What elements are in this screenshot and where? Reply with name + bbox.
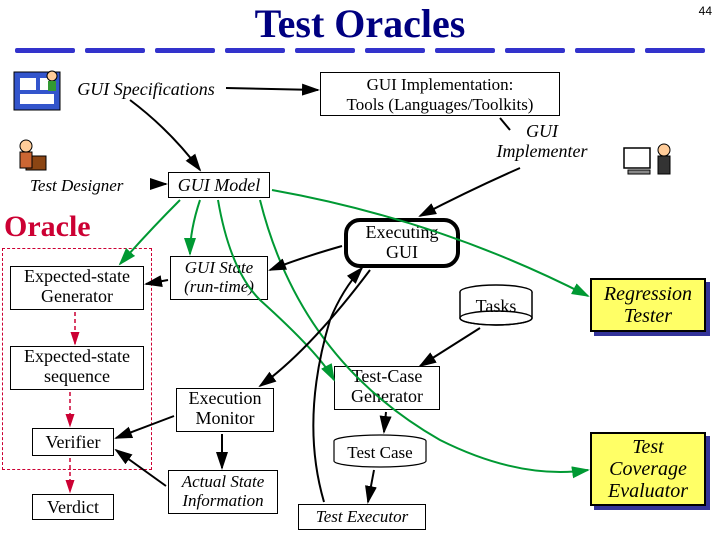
gui-implementation-box: GUI Implementation: Tools (Languages/Too… <box>320 72 560 116</box>
expected-state-sequence-box: Expected-state sequence <box>10 346 144 390</box>
computer-user-icon <box>620 140 676 188</box>
tasks-cylinder: Tasks <box>456 284 536 333</box>
test-designer-label: Test Designer <box>30 176 123 196</box>
title-underline <box>0 48 720 58</box>
test-case-label: Test Case <box>330 443 430 463</box>
page-title: Test Oracles <box>0 0 720 47</box>
verifier-box: Verifier <box>32 428 114 456</box>
executing-gui-box: Executing GUI <box>344 218 460 268</box>
blueprint-icon <box>12 70 62 112</box>
test-case-generator-box: Test-Case Generator <box>334 366 440 410</box>
verdict-box: Verdict <box>32 494 114 520</box>
gui-model-box: GUI Model <box>168 172 270 198</box>
execution-monitor-box: Execution Monitor <box>176 388 274 432</box>
person-desk-icon <box>12 138 48 178</box>
gui-impl-line2: Tools (Languages/Toolkits) <box>347 95 534 114</box>
expected-state-generator-box: Expected-state Generator <box>10 266 144 310</box>
test-executor-box: Test Executor <box>298 504 426 530</box>
gui-implementer-label: GUI Implementer <box>482 122 602 162</box>
gui-state-runtime-box: GUI State (run-time) <box>170 256 268 300</box>
oracle-label: Oracle <box>4 210 91 244</box>
regression-tester-box: Regression Tester <box>590 278 706 332</box>
tasks-label: Tasks <box>456 296 536 317</box>
test-coverage-evaluator-box: Test Coverage Evaluator <box>590 432 706 506</box>
gui-specifications-label: GUI Specifications <box>66 80 226 100</box>
actual-state-info-box: Actual State Information <box>168 470 278 514</box>
test-case-cylinder: Test Case <box>330 434 430 475</box>
page-number: 44 <box>699 4 712 18</box>
gui-impl-line1: GUI Implementation: <box>367 75 514 94</box>
